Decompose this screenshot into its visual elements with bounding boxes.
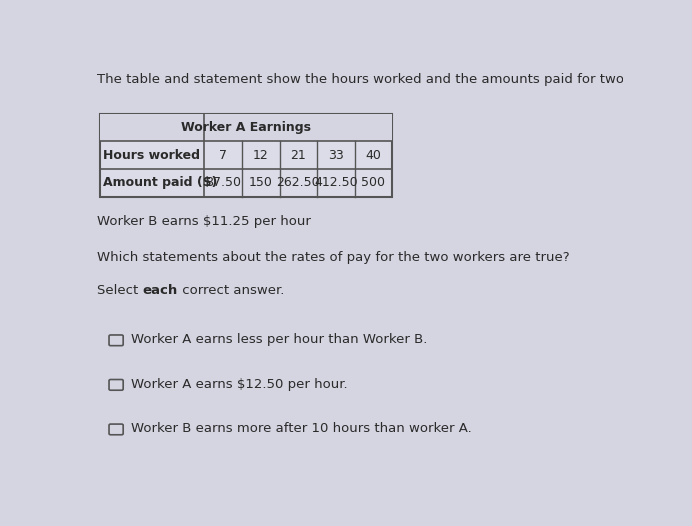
Text: 262.50: 262.50 (277, 176, 320, 189)
Text: Hours worked: Hours worked (103, 148, 200, 161)
Text: 33: 33 (328, 148, 344, 161)
FancyBboxPatch shape (109, 424, 123, 435)
Text: 412.50: 412.50 (314, 176, 358, 189)
Text: Amount paid ($): Amount paid ($) (103, 176, 217, 189)
Text: Worker A earns $12.50 per hour.: Worker A earns $12.50 per hour. (131, 378, 348, 391)
Text: 500: 500 (361, 176, 385, 189)
Text: Select: Select (97, 284, 143, 297)
Text: 40: 40 (365, 148, 381, 161)
FancyBboxPatch shape (109, 335, 123, 346)
Text: 21: 21 (291, 148, 307, 161)
Text: Worker B earns more after 10 hours than worker A.: Worker B earns more after 10 hours than … (131, 422, 472, 435)
Text: 87.50: 87.50 (206, 176, 242, 189)
Bar (100, 114, 392, 141)
Text: 7: 7 (219, 148, 227, 161)
Text: each: each (143, 284, 178, 297)
FancyBboxPatch shape (109, 380, 123, 390)
Text: Which statements about the rates of pay for the two workers are true?: Which statements about the rates of pay … (97, 251, 570, 265)
Text: Worker A earns less per hour than Worker B.: Worker A earns less per hour than Worker… (131, 333, 428, 346)
Text: 150: 150 (249, 176, 273, 189)
Text: Worker B earns $11.25 per hour: Worker B earns $11.25 per hour (97, 215, 311, 228)
Text: 12: 12 (253, 148, 268, 161)
Text: Worker A Earnings: Worker A Earnings (181, 121, 311, 134)
Text: correct answer.: correct answer. (178, 284, 284, 297)
Text: The table and statement show the hours worked and the amounts paid for two worke: The table and statement show the hours w… (97, 73, 681, 86)
